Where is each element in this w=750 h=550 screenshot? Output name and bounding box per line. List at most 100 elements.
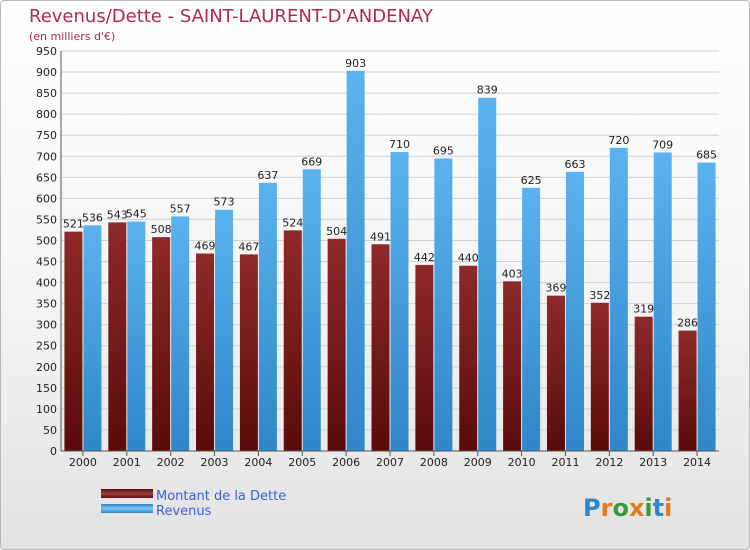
- y-tick-label: 0: [50, 445, 57, 458]
- bar-dette: [678, 330, 697, 451]
- y-tick-label: 950: [36, 45, 57, 58]
- bar-revenus: [697, 162, 716, 451]
- data-label-revenus: 839: [477, 84, 498, 97]
- grid: [61, 50, 719, 452]
- x-tick-label: 2010: [508, 456, 536, 469]
- x-tick-label: 2014: [683, 456, 711, 469]
- data-label-revenus: 557: [170, 202, 191, 215]
- chart-subtitle: (en milliers d'€): [29, 30, 115, 43]
- bar-dette: [634, 316, 653, 451]
- data-label-dette: 504: [326, 225, 347, 238]
- data-label-dette: 491: [370, 230, 391, 243]
- y-tick-label: 200: [36, 361, 57, 374]
- x-tick-label: 2005: [288, 456, 316, 469]
- y-tick-label: 300: [36, 319, 57, 332]
- data-label-revenus: 663: [564, 158, 585, 171]
- bar-revenus: [390, 152, 409, 452]
- y-tick-label: 100: [36, 403, 57, 416]
- legend-label-dette: Montant de la Dette: [156, 489, 286, 504]
- x-tick-label: 2007: [376, 456, 404, 469]
- bar-revenus: [215, 209, 234, 451]
- bar-revenus: [302, 169, 321, 451]
- y-tick-label: 650: [36, 171, 57, 184]
- bar-revenus: [565, 171, 584, 451]
- x-tick-label: 2003: [201, 456, 229, 469]
- data-label-revenus: 903: [345, 57, 366, 70]
- y-tick-label: 750: [36, 129, 57, 142]
- data-label-revenus: 669: [301, 155, 322, 168]
- data-label-dette: 521: [63, 218, 84, 231]
- x-tick-label: 2004: [244, 456, 272, 469]
- bar-revenus: [522, 187, 541, 451]
- bar-dette: [590, 302, 609, 451]
- bar-dette: [196, 253, 215, 451]
- bar-dette: [239, 254, 258, 451]
- y-tick-label: 400: [36, 277, 57, 290]
- bar-dette: [327, 238, 346, 451]
- data-label-revenus: 709: [652, 138, 673, 151]
- data-label-dette: 543: [107, 208, 128, 221]
- bar-revenus: [258, 182, 277, 451]
- legend-label-revenus: Revenus: [156, 504, 212, 519]
- bar-dette: [415, 264, 434, 451]
- x-tick-label: 2011: [551, 456, 579, 469]
- y-tick-label: 500: [36, 234, 57, 247]
- y-tick-label: 550: [36, 213, 57, 226]
- bar-dette: [152, 237, 171, 451]
- data-label-revenus: 545: [126, 208, 147, 221]
- y-tick-label: 350: [36, 298, 57, 311]
- bar-revenus: [609, 147, 628, 451]
- data-label-dette: 403: [502, 267, 523, 280]
- x-tick-label: 2009: [464, 456, 492, 469]
- bar-revenus: [434, 158, 453, 452]
- y-tick-label: 900: [36, 66, 57, 79]
- bar-dette: [371, 244, 390, 451]
- legend-swatch-dette: [101, 489, 153, 498]
- data-label-revenus: 720: [608, 134, 629, 147]
- data-label-revenus: 573: [214, 196, 235, 209]
- y-tick-label: 850: [36, 87, 57, 100]
- data-label-revenus: 637: [257, 169, 278, 182]
- x-tick-label: 2001: [113, 456, 141, 469]
- bar-revenus: [171, 216, 190, 451]
- data-label-revenus: 685: [696, 149, 717, 162]
- x-tick-label: 2000: [69, 456, 97, 469]
- y-tick-label: 600: [36, 192, 57, 205]
- x-tick-label: 2012: [595, 456, 623, 469]
- bar-revenus: [478, 97, 497, 451]
- bar-revenus: [127, 221, 146, 451]
- data-label-dette: 369: [545, 282, 566, 295]
- data-label-dette: 352: [589, 289, 610, 302]
- bar-dette: [283, 230, 302, 451]
- y-tick-label: 800: [36, 108, 57, 121]
- legend-swatch-revenus: [101, 504, 153, 513]
- data-label-revenus: 710: [389, 138, 410, 151]
- data-label-dette: 442: [414, 251, 435, 264]
- bar-revenus: [653, 152, 672, 451]
- data-label-revenus: 536: [82, 211, 103, 224]
- chart-title: Revenus/Dette - SAINT-LAURENT-D'ANDENAY: [29, 6, 434, 27]
- bar-dette: [64, 231, 83, 451]
- y-tick-label: 250: [36, 340, 57, 353]
- bar-dette: [546, 295, 565, 451]
- data-label-dette: 467: [238, 240, 259, 253]
- y-tick-label: 450: [36, 256, 57, 269]
- x-tick-label: 2008: [420, 456, 448, 469]
- axes: 0 50 100 150 200 250 300 350 400 450 500 550 600 650 7…: [36, 45, 719, 469]
- y-tick-label: 50: [43, 424, 57, 437]
- bars: [64, 70, 716, 452]
- data-label-dette: 319: [633, 303, 654, 316]
- x-tick-label: 2013: [639, 456, 667, 469]
- data-label-dette: 440: [458, 252, 479, 265]
- bar-revenus: [346, 70, 365, 451]
- data-label-revenus: 625: [521, 174, 542, 187]
- logo-text: Proxiti: [583, 494, 672, 522]
- y-tick-label: 700: [36, 150, 57, 163]
- data-label-dette: 508: [151, 223, 172, 236]
- y-tick-label: 150: [36, 382, 57, 395]
- data-label-dette: 524: [282, 216, 303, 229]
- bar-revenus: [83, 225, 102, 451]
